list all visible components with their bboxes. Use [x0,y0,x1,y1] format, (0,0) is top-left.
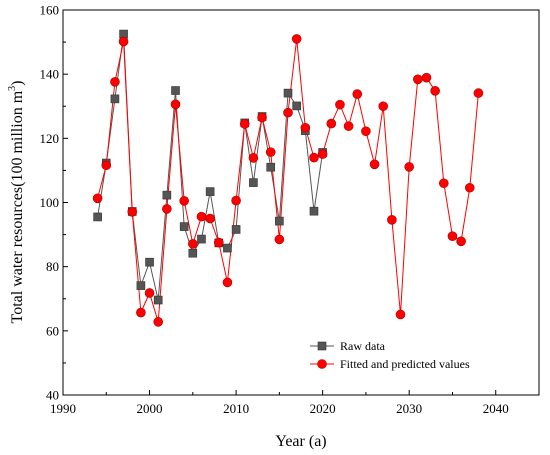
raw-data-point [179,222,189,231]
fitted-data-point [110,77,120,87]
x-tick-label: 2010 [223,401,249,416]
fitted-data-point [136,307,146,318]
legend-label-raw: Raw data [340,339,386,353]
raw-data-point [171,86,180,95]
fitted-data-point [265,147,276,157]
fitted-data-point [404,162,414,172]
fitted-data-point [231,195,241,206]
fitted-data-point [153,317,163,327]
legend-label-fitted: Fitted and predicted values [340,357,470,371]
raw-data-point [93,212,102,222]
series-line-0 [97,34,324,301]
raw-data-point [188,248,198,258]
raw-data-point [145,257,154,267]
fitted-data-point [170,99,181,110]
fitted-data-point [430,86,440,96]
fitted-data-point [162,204,172,214]
legend: Raw data Fitted and predicted values [310,339,470,371]
fitted-data-point [369,159,380,170]
raw-data-point [249,178,258,187]
y-tick-label: 120 [40,131,60,146]
fitted-data-point [248,153,259,163]
x-tick-label: 2040 [483,401,509,416]
fitted-data-point [309,152,319,163]
y-axis-title: Total water resources(100 million m3) [7,81,26,324]
fitted-data-point [222,277,233,288]
fitted-data-point [257,112,267,123]
x-axis-title: Year (a) [275,433,326,450]
raw-data-point [110,94,120,104]
fitted-data-point [101,160,112,171]
fitted-data-point [421,72,432,83]
raw-data-point [205,187,215,196]
fitted-data-point [343,121,354,131]
raw-data-point [283,88,293,98]
fitted-data-point [205,213,215,224]
raw-data-point [266,162,276,172]
x-tick-label: 2030 [396,401,422,416]
axis-ticks: 1990 2000 2010 2020 2030 2040 40 60 80 100 120 140 1… [40,3,509,417]
y-tick-label: 160 [40,3,60,18]
fitted-data-point [473,88,484,98]
y-axis-title-close: ) [9,81,26,86]
y-tick-label: 60 [46,323,59,338]
fitted-data-point [188,239,198,249]
x-tick-label: 1990 [50,401,76,416]
y-tick-label: 140 [40,67,60,82]
fitted-data-point [118,36,129,47]
raw-data-point [275,216,284,226]
raw-data-point [197,234,206,244]
fitted-data-point [456,236,466,247]
fitted-data-point [179,196,189,206]
fitted-data-point [291,34,302,44]
raw-data-point [153,295,163,305]
fitted-data-point [326,118,337,129]
y-axis-title-main: Total water resources(100 million m [9,90,26,323]
fitted-data-point [127,207,138,217]
raw-data-point [136,281,146,290]
fitted-data-point [352,89,363,99]
fitted-data-point [464,182,475,193]
x-tick-label: 2020 [310,401,336,416]
raw-data-point [223,243,232,253]
fitted-data-point [283,107,293,118]
raw-data-point [231,225,241,234]
fitted-data-point [413,74,423,85]
fitted-data-point [300,122,311,133]
fitted-data-point [387,215,397,225]
y-tick-label: 100 [40,195,60,210]
fitted-data-point [378,101,389,112]
legend-marker-fitted [317,359,327,369]
fitted-data-point [92,193,103,204]
fitted-data-point [361,126,371,137]
raw-data-point [309,206,319,216]
legend-marker-raw [317,341,327,351]
fitted-data-point [447,231,458,241]
raw-data-point [162,190,172,200]
y-tick-label: 40 [46,388,59,403]
fitted-data-point [213,237,224,248]
y-tick-label: 80 [46,259,59,274]
fitted-data-point [239,119,250,129]
fitted-data-point [317,149,328,159]
y-axis-title-sup: 3 [7,86,18,91]
fitted-data-point [196,211,207,222]
fitted-data-point [144,288,155,298]
fitted-data-point [274,234,285,245]
series-markers [92,29,484,327]
fitted-data-point [395,309,406,320]
fitted-data-point [438,178,449,189]
raw-data-point [292,101,301,111]
fitted-data-point [335,99,345,110]
x-tick-label: 2000 [137,401,163,416]
